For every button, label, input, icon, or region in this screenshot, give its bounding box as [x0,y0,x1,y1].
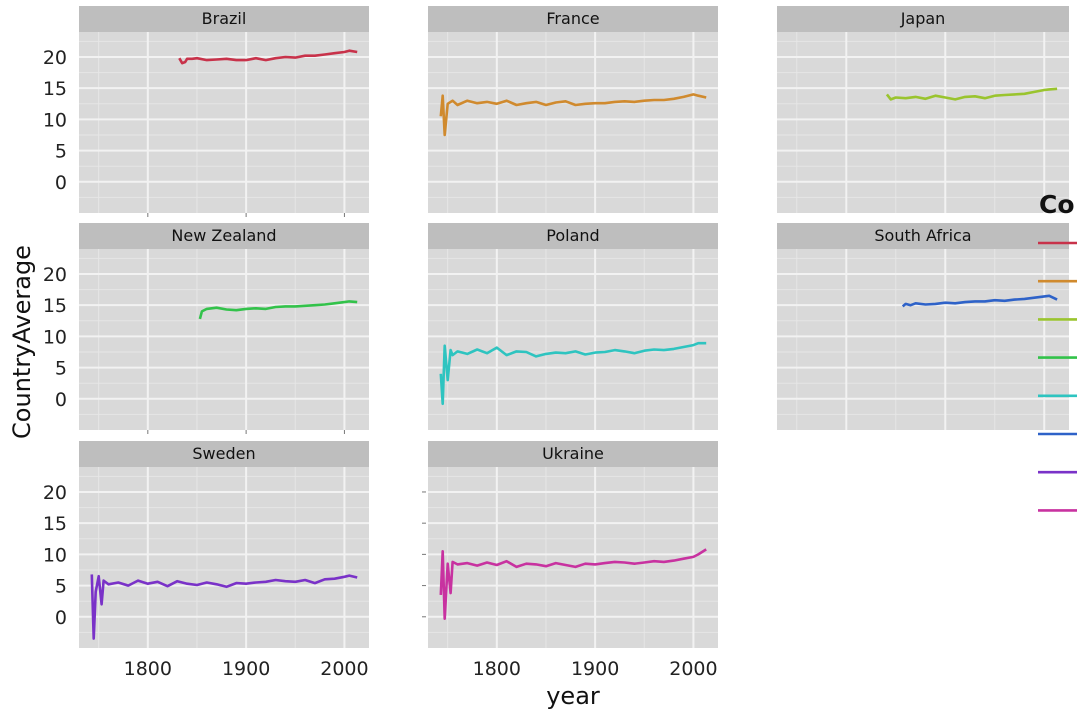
series-line-poland [439,341,707,406]
plot-background [428,32,718,213]
facet-japan: Japan [777,6,1069,213]
plot-background [79,467,369,648]
y-tick-label: 10 [43,326,67,348]
plot-background [777,32,1069,213]
facet-strip-label: Sweden [192,444,255,463]
facet-strip-label: France [546,9,599,28]
facet-ukraine: Ukraine [428,441,718,648]
facet-strip [777,223,1069,249]
x-tick-label: 1900 [222,658,270,680]
y-tick-label: 5 [55,358,67,380]
series-line-new-zealand [198,300,358,320]
x-axis-title: year [546,682,600,710]
x-tick-label: 1800 [473,658,521,680]
axes: 0 5 10 15 20 0 5 10 15 20 0 5 10 15 20 1800 1900 2000 1800… [43,47,718,680]
y-tick-label: 20 [43,482,67,504]
y-tick-label: 5 [55,576,67,598]
y-tick-label: 20 [43,264,67,286]
x-tick-label: 2000 [669,658,717,680]
x-tick-label: 1800 [124,658,172,680]
y-tick-label: 10 [43,109,67,131]
series-line-france [439,93,707,137]
plot-background [428,249,718,430]
facet-south-africa: South Africa [777,223,1069,430]
facet-poland: Poland [428,223,718,430]
plot-background [79,32,369,213]
series-line-japan [885,87,1058,101]
facet-brazil: Brazil [79,6,369,213]
facet-strip [428,441,718,467]
series-line-ukraine [439,548,707,621]
facet-strip [79,6,369,32]
facet-strip [79,441,369,467]
facet-sweden: Sweden [79,441,369,648]
facet-strip-label: Poland [546,226,599,245]
y-tick-label: 15 [43,78,67,100]
facet-strip-label: Brazil [202,9,247,28]
y-tick-label: 15 [43,295,67,317]
facet-strip-label: New Zealand [171,226,276,245]
facet-strip-label: Ukraine [542,444,604,463]
facet-strip [777,6,1069,32]
series-line-brazil [178,49,358,65]
series-line-south-africa [901,294,1058,308]
y-tick-label: 10 [43,544,67,566]
y-tick-label: 0 [55,389,67,411]
facet-strip [428,6,718,32]
y-tick-label: 0 [55,172,67,194]
x-tick-label: 1900 [571,658,619,680]
plot-background [428,467,718,648]
facet-strip-label: Japan [900,9,946,28]
legend: Co [1038,190,1077,512]
facet-france: France [428,6,718,213]
y-tick-label: 5 [55,141,67,163]
facet-panels: Brazil France Japan New Zealand Poland South … [79,6,1069,648]
plot-background [79,249,369,430]
series-line-sweden [90,574,358,640]
facet-new-zealand: New Zealand [79,223,369,430]
facet-strip [79,223,369,249]
plot-background [777,249,1069,430]
y-tick-label: 0 [55,607,67,629]
legend-title: Co [1039,190,1075,219]
y-axis-title: CountryAverage [8,245,36,439]
y-tick-label: 15 [43,513,67,535]
y-tick-label: 20 [43,47,67,69]
facet-strip-label: South Africa [874,226,971,245]
facet-strip [428,223,718,249]
x-tick-label: 2000 [320,658,368,680]
